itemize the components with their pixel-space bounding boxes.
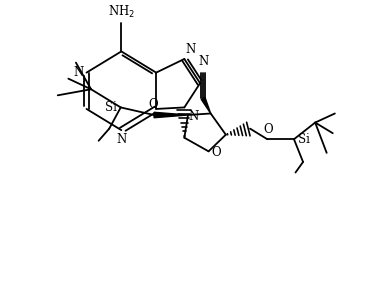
Text: O: O <box>212 146 221 159</box>
Polygon shape <box>201 97 211 113</box>
Polygon shape <box>154 112 188 118</box>
Text: N: N <box>198 55 208 68</box>
Text: O: O <box>148 98 158 111</box>
Text: NH$_2$: NH$_2$ <box>108 4 135 20</box>
Text: Si: Si <box>298 133 309 146</box>
Text: O: O <box>264 123 274 136</box>
Text: N: N <box>73 66 84 79</box>
Text: N: N <box>188 110 198 123</box>
Text: N: N <box>116 133 126 146</box>
Text: N: N <box>186 43 196 56</box>
Text: Si: Si <box>105 101 117 114</box>
